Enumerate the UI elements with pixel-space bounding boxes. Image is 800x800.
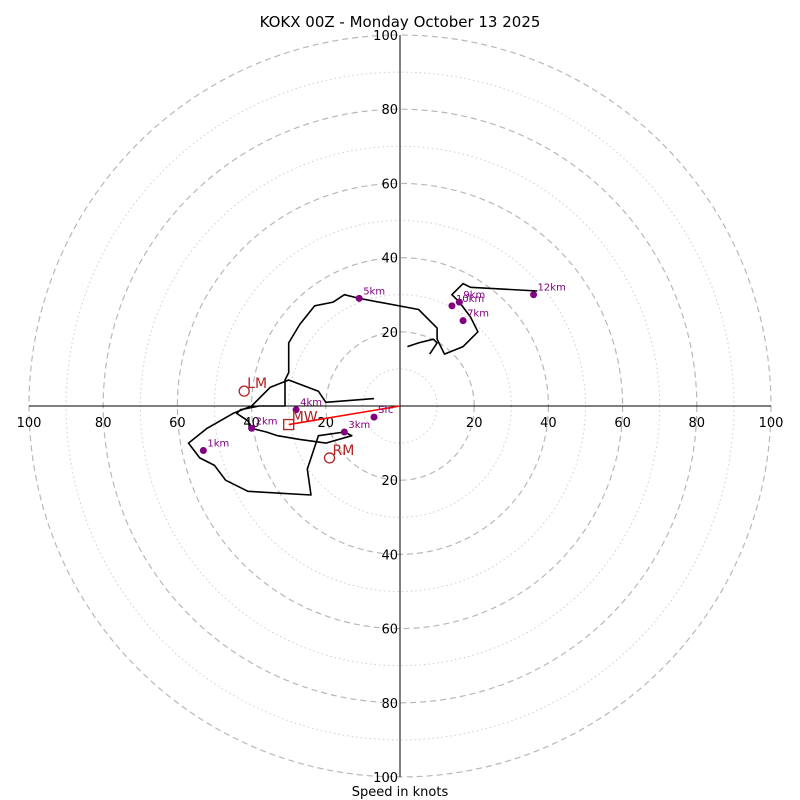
x-tick-label: 100 (759, 416, 784, 431)
storm-motion-rm-label: RM (333, 443, 355, 459)
height-point-4km (292, 406, 300, 414)
height-point-label: 10km (456, 294, 484, 305)
y-tick-label: 80 (381, 697, 398, 712)
x-tick-label: 100 (17, 416, 42, 431)
y-tick-label: 60 (381, 623, 398, 638)
y-tick-label: 20 (381, 326, 398, 341)
shear-vector-group (288, 405, 401, 426)
height-point-9km (455, 298, 463, 306)
x-tick-label: 80 (95, 416, 112, 431)
height-point-label: 1km (207, 439, 229, 450)
height-point-label: 4km (300, 398, 322, 409)
height-point-3km (340, 428, 348, 436)
hodograph-trace-group (187, 282, 538, 496)
shear-vector (288, 405, 401, 426)
height-point-sfc (370, 413, 378, 421)
y-tick-label: 20 (381, 474, 398, 489)
y-tick-label: 80 (381, 103, 398, 118)
storm-motion-mw (283, 418, 295, 431)
chart-title: KOKX 00Z - Monday October 13 2025 (260, 13, 541, 31)
height-point-1km (199, 447, 207, 455)
height-point-2km (248, 424, 256, 432)
storm-motions: LM RM MW (238, 376, 355, 464)
height-point-12km (530, 291, 538, 299)
storm-motion-rm (323, 452, 336, 464)
storm-motion-lm (238, 385, 250, 397)
tick-labels: 100 80 60 40 20 20 40 60 80 100100806040202040608… (17, 29, 784, 786)
y-tick-label: 100 (373, 771, 398, 786)
x-tick-label: 40 (540, 416, 557, 431)
hodograph-trace-tail (407, 338, 438, 355)
height-point-label: 12km (538, 283, 566, 294)
storm-motion-lm-label: LM (247, 376, 267, 392)
height-point-label: 9km (463, 290, 485, 301)
x-tick-label: 20 (466, 416, 483, 431)
x-tick-label: 60 (614, 416, 631, 431)
height-point-label: 2km (256, 416, 278, 427)
y-tick-label: 40 (381, 252, 398, 267)
y-tick-label: 100 (373, 29, 398, 44)
height-point-label: 3km (348, 420, 370, 431)
height-point-label: 7km (467, 309, 489, 320)
height-point-label: Sfc (378, 405, 393, 416)
height-point-5km (355, 294, 363, 302)
x-tick-label: 80 (689, 416, 706, 431)
x-axis-label: Speed in knots (352, 785, 449, 800)
height-point-10km (448, 302, 456, 310)
hodograph-trace (187, 282, 538, 496)
x-tick-label: 60 (169, 416, 186, 431)
height-point-7km (459, 317, 467, 325)
storm-motion-mw-label: MW (292, 410, 318, 426)
y-tick-label: 40 (381, 548, 398, 563)
y-tick-label: 60 (381, 177, 398, 192)
height-point-label: 5km (363, 286, 385, 297)
